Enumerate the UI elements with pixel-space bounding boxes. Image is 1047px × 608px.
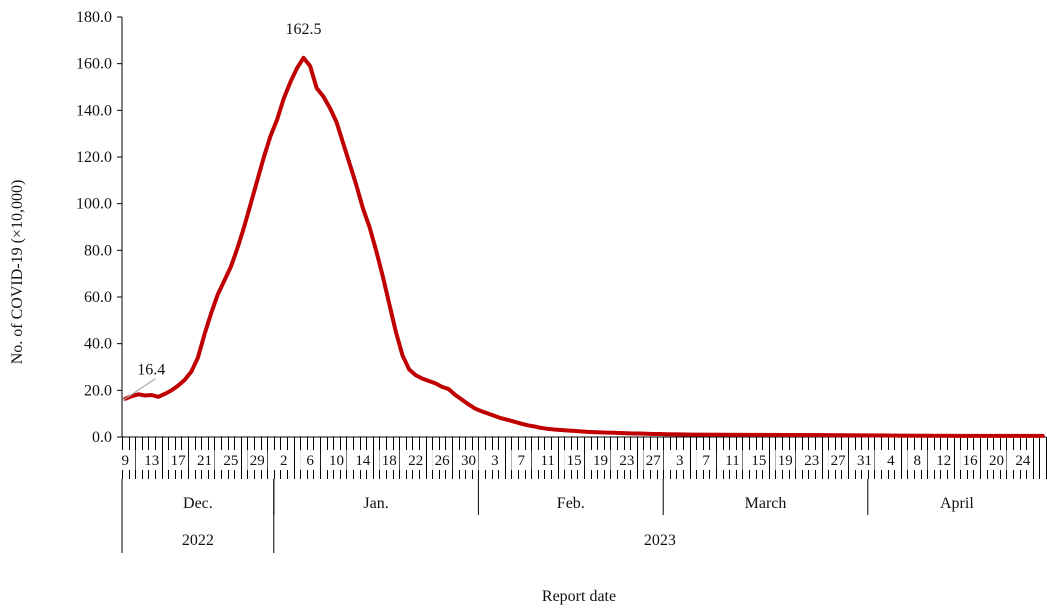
x-tick-label-bg [643, 450, 664, 470]
annotation-label: 16.4 [137, 362, 165, 379]
month-label: March [745, 495, 787, 512]
x-axis-label: Report date [542, 588, 616, 605]
x-tick-label: 2 [280, 453, 288, 469]
month-label: Dec. [183, 495, 213, 512]
x-tick-label: 23 [804, 453, 819, 469]
x-tick-label: 12 [936, 453, 951, 469]
x-tick-label-bg [141, 450, 162, 470]
x-tick-label-bg [564, 450, 585, 470]
x-tick-label: 30 [461, 453, 476, 469]
series-line [123, 55, 1045, 438]
x-tick-label: 7 [518, 453, 526, 469]
x-tick-label-bg [194, 450, 215, 470]
x-tick-label-bg [907, 450, 928, 470]
series-group [123, 55, 1045, 438]
annotations: 16.4 162.5 [121, 21, 322, 402]
month-label: Feb. [557, 495, 585, 512]
x-tick-label: 11 [540, 453, 554, 469]
y-tick-label: 60.0 [84, 289, 112, 306]
x-tick-label: 13 [144, 453, 159, 469]
x-tick-label-bg [854, 450, 875, 470]
x-tick-label-bg [405, 450, 426, 470]
x-tick-label-bg [484, 450, 505, 470]
x-tick-label: 11 [725, 453, 739, 469]
x-tick-label-bg [828, 450, 849, 470]
x-tick-label-bg [511, 450, 532, 470]
x-tick-label: 22 [408, 453, 423, 469]
x-tick-label: 20 [989, 453, 1004, 469]
x-tick-label: 21 [197, 453, 212, 469]
y-tick-label: 180.0 [76, 9, 112, 26]
x-tick-label: 9 [122, 453, 130, 469]
annotation-leader [121, 378, 156, 402]
x-tick-label: 7 [702, 453, 710, 469]
x-tick-label: 8 [914, 453, 922, 469]
x-tick-label-bg [379, 450, 400, 470]
x-tick-label-bg [458, 450, 479, 470]
x-tick-label-bg [432, 450, 453, 470]
x-tick-label: 29 [250, 453, 265, 469]
x-tick-label: 15 [567, 453, 582, 469]
x-tick-label: 15 [751, 453, 766, 469]
x-tick-label-bg [537, 450, 558, 470]
x-tick-label-bg [326, 450, 347, 470]
x-tick-label: 14 [355, 453, 371, 469]
y-tick-label: 100.0 [76, 196, 112, 213]
x-tick-label: 19 [778, 453, 793, 469]
x-tick-label-bg [1012, 450, 1033, 470]
x-tick-label-bg [168, 450, 189, 470]
x-tick-label: 26 [435, 453, 451, 469]
y-axis: 0.0 20.0 40.0 60.0 80.0 100.0 120.0 140.0 160.0 1… [76, 9, 123, 446]
x-tick-label: 24 [1015, 453, 1031, 469]
y-tick-label: 20.0 [84, 382, 112, 399]
x-tick-label: 16 [963, 453, 979, 469]
y-tick-label: 120.0 [76, 149, 112, 166]
x-tick-label-bg [986, 450, 1007, 470]
month-label: April [940, 495, 974, 512]
x-tick-label-bg [960, 450, 981, 470]
y-tick-label: 40.0 [84, 336, 112, 353]
x-tick-label-bg [247, 450, 268, 470]
x-tick-label-bg [220, 450, 241, 470]
x-tick-label: 3 [676, 453, 684, 469]
x-tick-label: 27 [831, 453, 847, 469]
x-tick-label-bg [722, 450, 743, 470]
x-tick-label-bg [590, 450, 611, 470]
x-tick-label-bg [880, 450, 901, 470]
x-tick-label-bg [669, 450, 690, 470]
x-tick-label-bg [300, 450, 321, 470]
y-tick-label: 140.0 [76, 102, 112, 119]
x-tick-label: 10 [329, 453, 344, 469]
month-label: Jan. [363, 495, 388, 512]
x-tick-label: 31 [857, 453, 872, 469]
x-tick-label-bg [775, 450, 796, 470]
x-tick-label-bg [616, 450, 637, 470]
x-tick-label-bg [801, 450, 822, 470]
x-tick-label-bg [273, 450, 294, 470]
x-tick-label: 25 [223, 453, 238, 469]
x-tick-label: 4 [887, 453, 895, 469]
x-tick-label-bg [933, 450, 954, 470]
x-tick-label: 17 [171, 453, 187, 469]
year-label: 2023 [644, 532, 676, 549]
year-label: 2022 [182, 532, 214, 549]
x-tick-label: 19 [593, 453, 608, 469]
x-tick-label: 18 [382, 453, 397, 469]
x-tick-label-bg [352, 450, 373, 470]
x-tick-label: 27 [646, 453, 662, 469]
annotation-label: 162.5 [286, 21, 322, 38]
x-tick-label: 3 [491, 453, 499, 469]
y-axis-label: No. of COVID-19 (×10,000) [9, 180, 26, 365]
x-tick-label: 6 [306, 453, 314, 469]
x-axis: 9 13 17 21 25 29 2 6 10 14 18 22 26 30 3 7 11 15 19 23 27 3 7 1… [115, 436, 1047, 553]
x-tick-label-bg [115, 450, 136, 470]
x-tick-label-bg [696, 450, 717, 470]
y-tick-label: 160.0 [76, 56, 112, 73]
y-tick-label: 0.0 [92, 429, 112, 446]
x-tick-label: 23 [619, 453, 634, 469]
x-tick-label-bg [748, 450, 769, 470]
y-tick-label: 80.0 [84, 242, 112, 259]
